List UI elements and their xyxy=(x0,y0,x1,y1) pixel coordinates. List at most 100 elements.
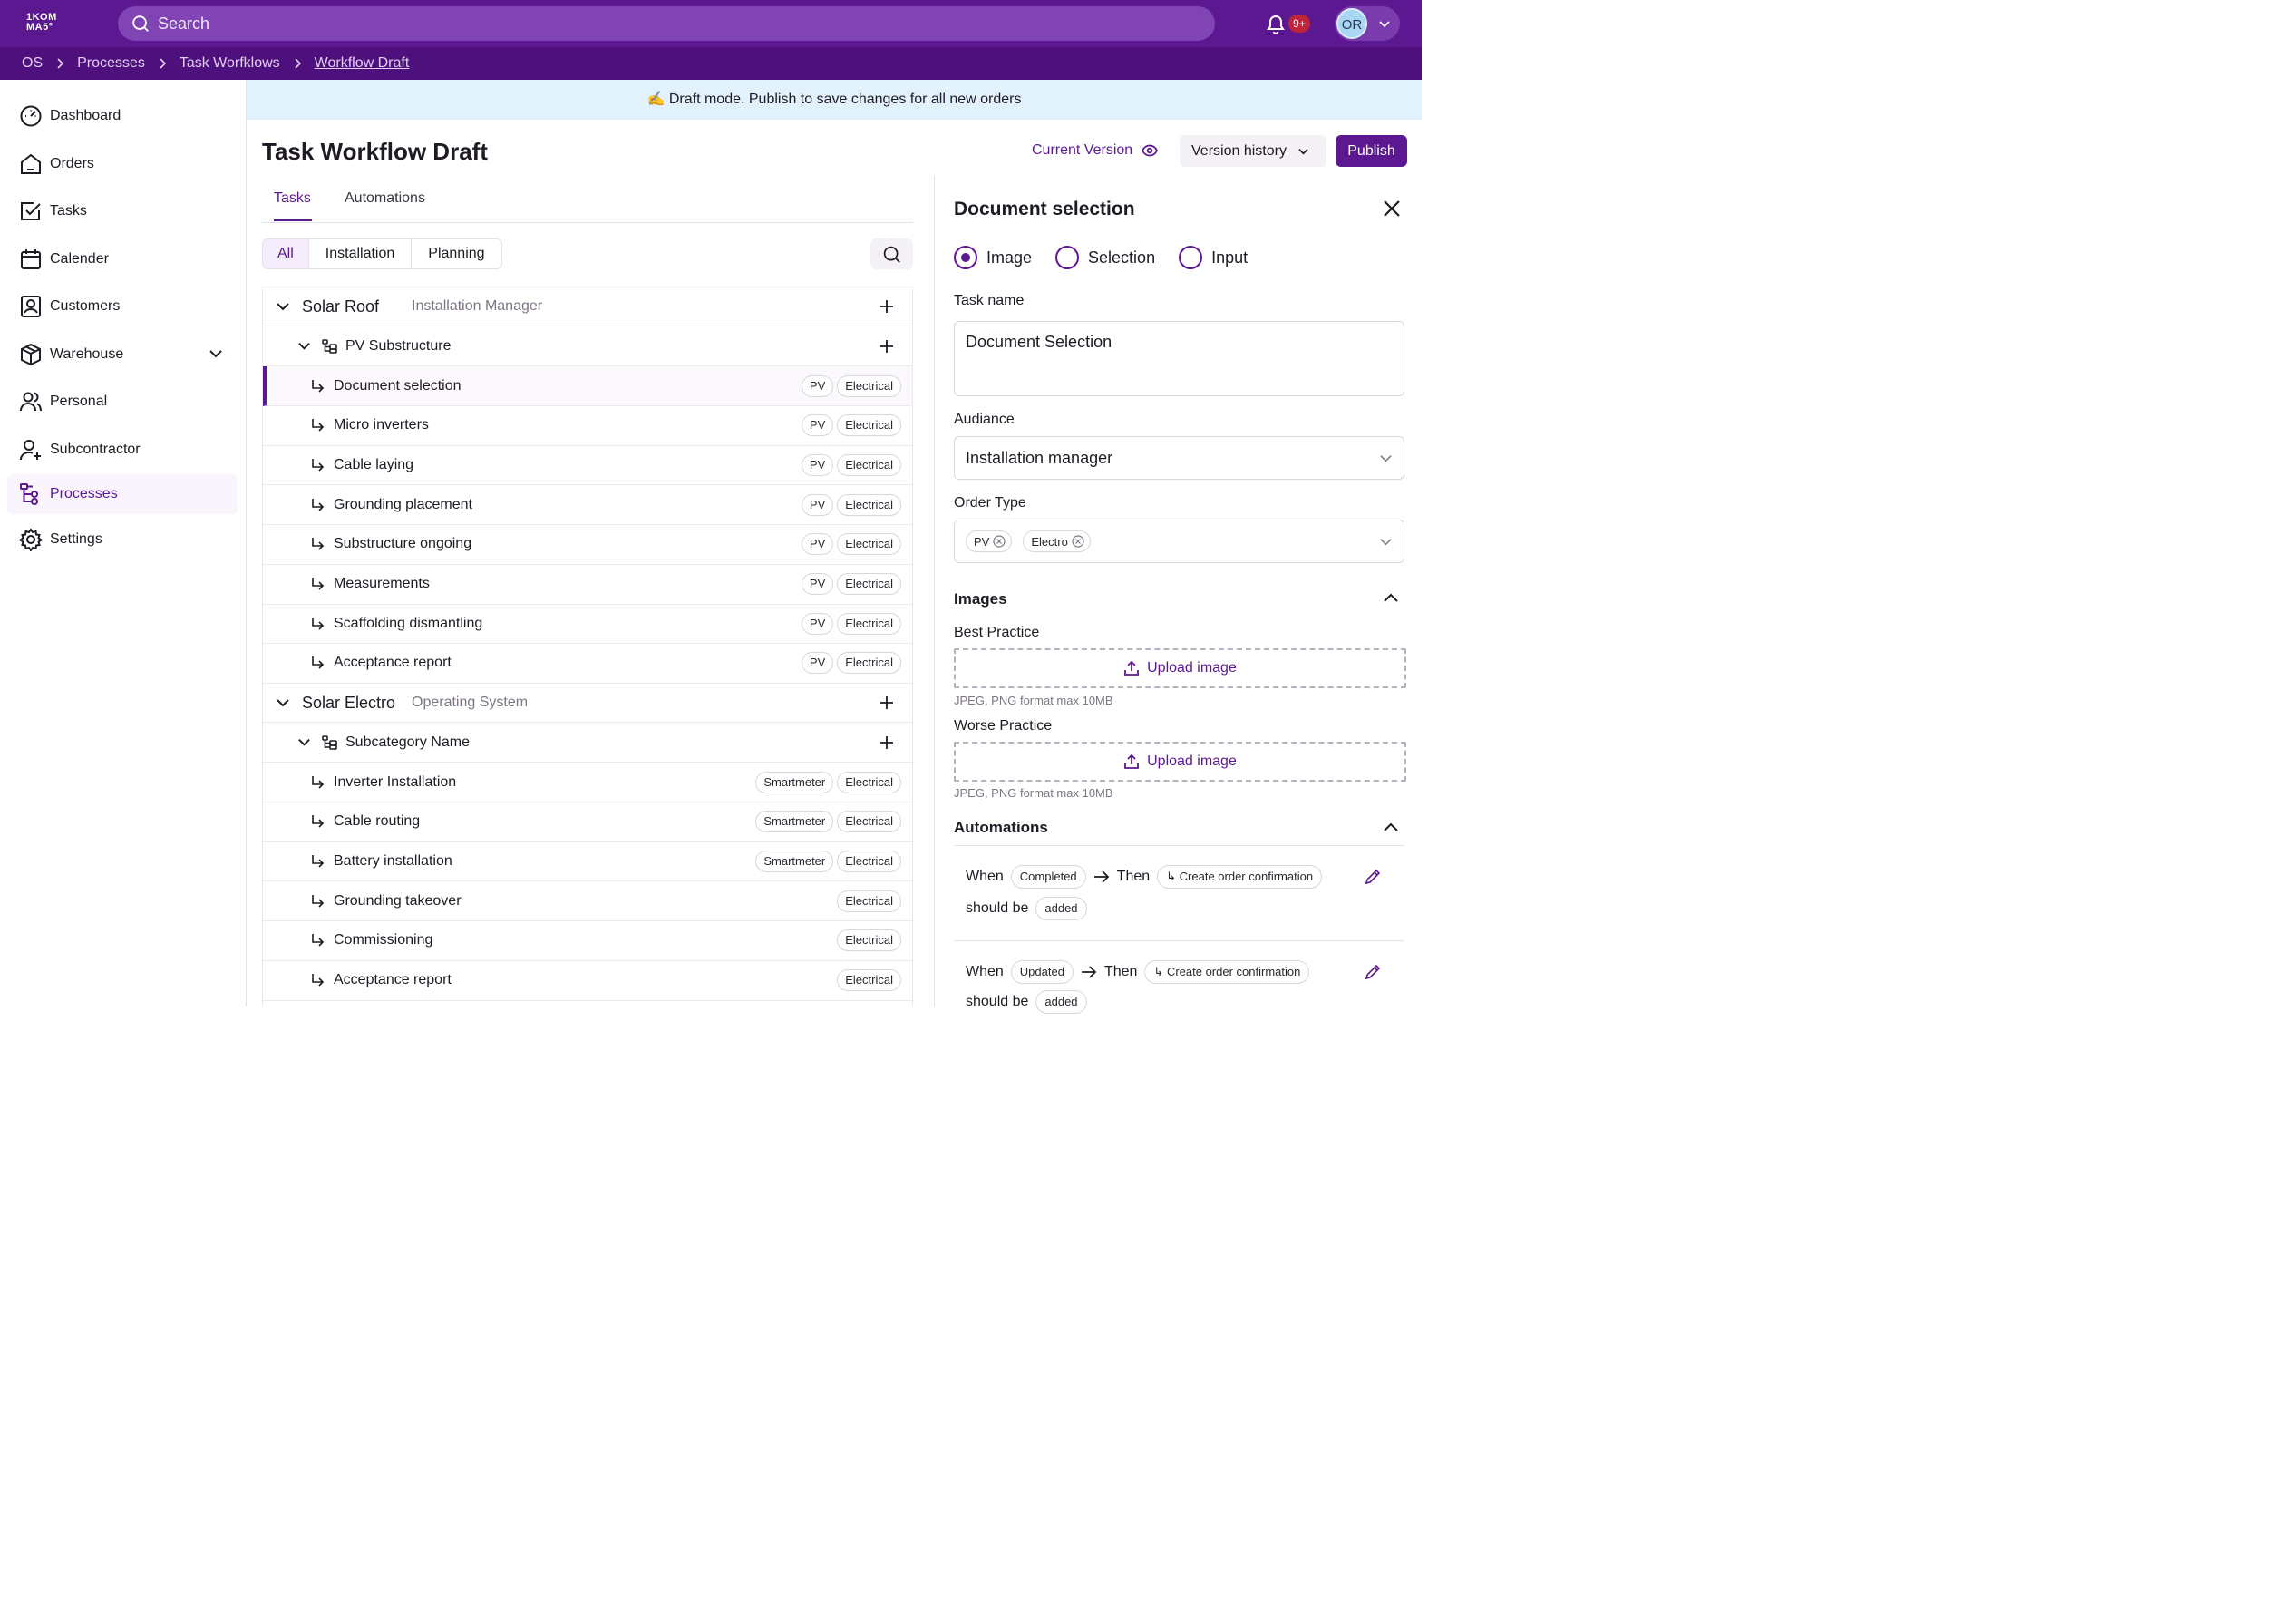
sidebar-item-warehouse[interactable]: Warehouse xyxy=(7,335,238,374)
task-row[interactable]: Acceptance report Electrical xyxy=(263,961,912,1001)
filter-all[interactable]: All xyxy=(263,239,309,268)
task-tags: PV Electrical xyxy=(801,453,901,476)
breadcrumb-os[interactable]: OS xyxy=(22,55,44,71)
worse-practice-upload[interactable]: Upload image xyxy=(954,742,1406,782)
radio-input-label: Input xyxy=(1211,248,1249,267)
list-search-button[interactable] xyxy=(870,238,913,269)
sidebar-item-tasks[interactable]: Tasks xyxy=(7,191,238,231)
task-row[interactable]: Acceptance report PV Electrical xyxy=(263,644,912,684)
checkbox-icon xyxy=(21,202,41,220)
sidebar-item-processes[interactable]: Processes xyxy=(7,474,238,514)
automation-line: When Completed Then ↳ Create order confi… xyxy=(966,865,1323,889)
category-name: Solar Roof xyxy=(302,297,380,316)
sidebar-item-label: Warehouse xyxy=(50,346,124,362)
filter-installation[interactable]: Installation xyxy=(309,239,413,268)
category-row[interactable]: Solar Roof Installation Manager xyxy=(263,287,912,326)
sidebar-item-dashboard[interactable]: Dashboard xyxy=(7,96,238,136)
task-row[interactable]: Grounding placement PV Electrical xyxy=(263,485,912,526)
task-name-field[interactable]: Document Selection xyxy=(954,321,1404,396)
automation-rule[interactable]: When Completed Then ↳ Create order confi… xyxy=(954,847,1404,941)
plus-icon[interactable] xyxy=(879,695,894,710)
trigger-pill: Updated xyxy=(1010,960,1074,984)
task-row[interactable]: Document selection PV Electrical xyxy=(263,366,912,406)
filter-planning[interactable]: Planning xyxy=(428,246,485,261)
sidebar-item-label: Processes xyxy=(50,486,118,501)
best-practice-upload[interactable]: Upload image xyxy=(954,648,1406,688)
task-name: Document selection xyxy=(334,377,462,394)
tab-tasks[interactable]: Tasks xyxy=(274,190,311,206)
pencil-icon[interactable] xyxy=(1365,964,1381,980)
plus-icon[interactable] xyxy=(879,339,894,354)
task-row[interactable]: Commissioning Electrical xyxy=(263,921,912,961)
sidebar-item-customers[interactable]: Customers xyxy=(7,287,238,326)
remove-icon[interactable] xyxy=(1072,535,1084,548)
chevron-down-icon[interactable] xyxy=(276,695,290,710)
task-tag: Smartmeter xyxy=(755,771,834,793)
subdirectory-arrow-icon xyxy=(312,656,325,669)
task-row[interactable]: Inverter Installation Smartmeter Electrica… xyxy=(263,763,912,802)
sidebar-item-orders[interactable]: Orders xyxy=(7,144,238,184)
calendar-icon xyxy=(21,249,41,269)
plus-icon[interactable] xyxy=(879,735,894,750)
task-row[interactable]: Micro inverters PV Electrical xyxy=(263,406,912,446)
task-name: Scaffolding dismantling xyxy=(334,615,483,631)
task-row[interactable]: Scaffolding dismantling PV Electrical xyxy=(263,604,912,645)
subcategory-row[interactable]: PV Substructure xyxy=(263,326,912,366)
radio-input[interactable] xyxy=(1179,246,1203,269)
plus-icon[interactable] xyxy=(879,299,894,314)
version-history-dropdown[interactable]: Version history xyxy=(1180,135,1326,167)
task-tag: Electrical xyxy=(837,374,901,397)
chevron-up-icon[interactable] xyxy=(1383,821,1399,833)
chevron-down-icon[interactable] xyxy=(297,339,311,353)
gear-icon xyxy=(19,528,43,551)
sidebar-item-calendar[interactable]: Calender xyxy=(7,239,238,279)
breadcrumb-processes[interactable]: Processes xyxy=(77,55,145,71)
breadcrumb-workflow-draft[interactable]: Workflow Draft xyxy=(314,55,410,71)
tree-icon xyxy=(322,734,337,750)
subdirectory-arrow-icon xyxy=(312,498,325,511)
radio-image[interactable] xyxy=(954,246,977,269)
task-name: Measurements xyxy=(334,576,430,591)
subdirectory-arrow-icon xyxy=(312,894,325,908)
chevron-down-icon[interactable] xyxy=(297,735,311,749)
chevron-down-icon[interactable] xyxy=(209,346,223,361)
order-type-multiselect[interactable]: PV Electro xyxy=(954,520,1404,563)
subcategory-row[interactable]: Subcategory Name xyxy=(263,723,912,763)
bell-icon[interactable] xyxy=(1265,12,1287,35)
chevron-right-icon xyxy=(160,58,166,69)
pencil-icon[interactable] xyxy=(1365,869,1381,885)
sidebar-item-settings[interactable]: Settings xyxy=(7,520,238,559)
top-bar: 1KOM MA5° Search 9+ OR xyxy=(0,0,1422,47)
app-logo[interactable]: 1KOM MA5° xyxy=(26,12,57,33)
search-input[interactable]: Search xyxy=(118,6,1215,41)
task-row[interactable]: Substructure ongoing PV Electrical xyxy=(263,525,912,565)
close-icon[interactable] xyxy=(1383,199,1401,218)
search-icon xyxy=(883,246,900,263)
subdirectory-arrow-icon xyxy=(312,775,325,789)
task-row[interactable]: Cable laying PV Electrical xyxy=(263,445,912,486)
sidebar-item-personal[interactable]: Personal xyxy=(7,382,238,422)
category-row[interactable]: Solar Electro Operating System xyxy=(263,684,912,723)
sidebar-item-subcontractor[interactable]: Subcontractor xyxy=(7,430,238,470)
sidebar-item-label: Orders xyxy=(50,156,94,171)
remove-icon[interactable] xyxy=(993,535,1006,548)
chevron-down-icon[interactable] xyxy=(276,299,290,314)
order-type-chip: PV xyxy=(966,530,1013,552)
chevron-up-icon[interactable] xyxy=(1383,591,1399,604)
user-menu[interactable]: OR xyxy=(1335,6,1400,41)
subcategory-name: Subcategory Name xyxy=(345,734,470,750)
breadcrumb-task-workflows[interactable]: Task Worfklows xyxy=(179,55,280,71)
subdirectory-arrow-icon xyxy=(312,617,325,630)
tab-automations[interactable]: Automations xyxy=(345,190,425,206)
task-row[interactable]: Measurements PV Electrical xyxy=(263,565,912,605)
radio-selection[interactable] xyxy=(1055,246,1080,269)
task-name: Micro inverters xyxy=(334,417,429,433)
task-row[interactable]: Battery installation Smartmeter Electrical xyxy=(263,841,912,882)
automation-rule[interactable]: When Updated Then ↳ Create order confirm… xyxy=(954,941,1404,1023)
audience-select[interactable]: Installation manager xyxy=(954,436,1404,480)
task-row[interactable]: Grounding takeover Electrical xyxy=(263,881,912,922)
publish-button[interactable]: Publish xyxy=(1336,135,1407,167)
current-version-link[interactable]: Current Version xyxy=(1032,142,1159,159)
task-row[interactable]: Cable routing Smartmeter Electrical xyxy=(263,802,912,842)
task-tag: Electrical xyxy=(837,811,901,833)
